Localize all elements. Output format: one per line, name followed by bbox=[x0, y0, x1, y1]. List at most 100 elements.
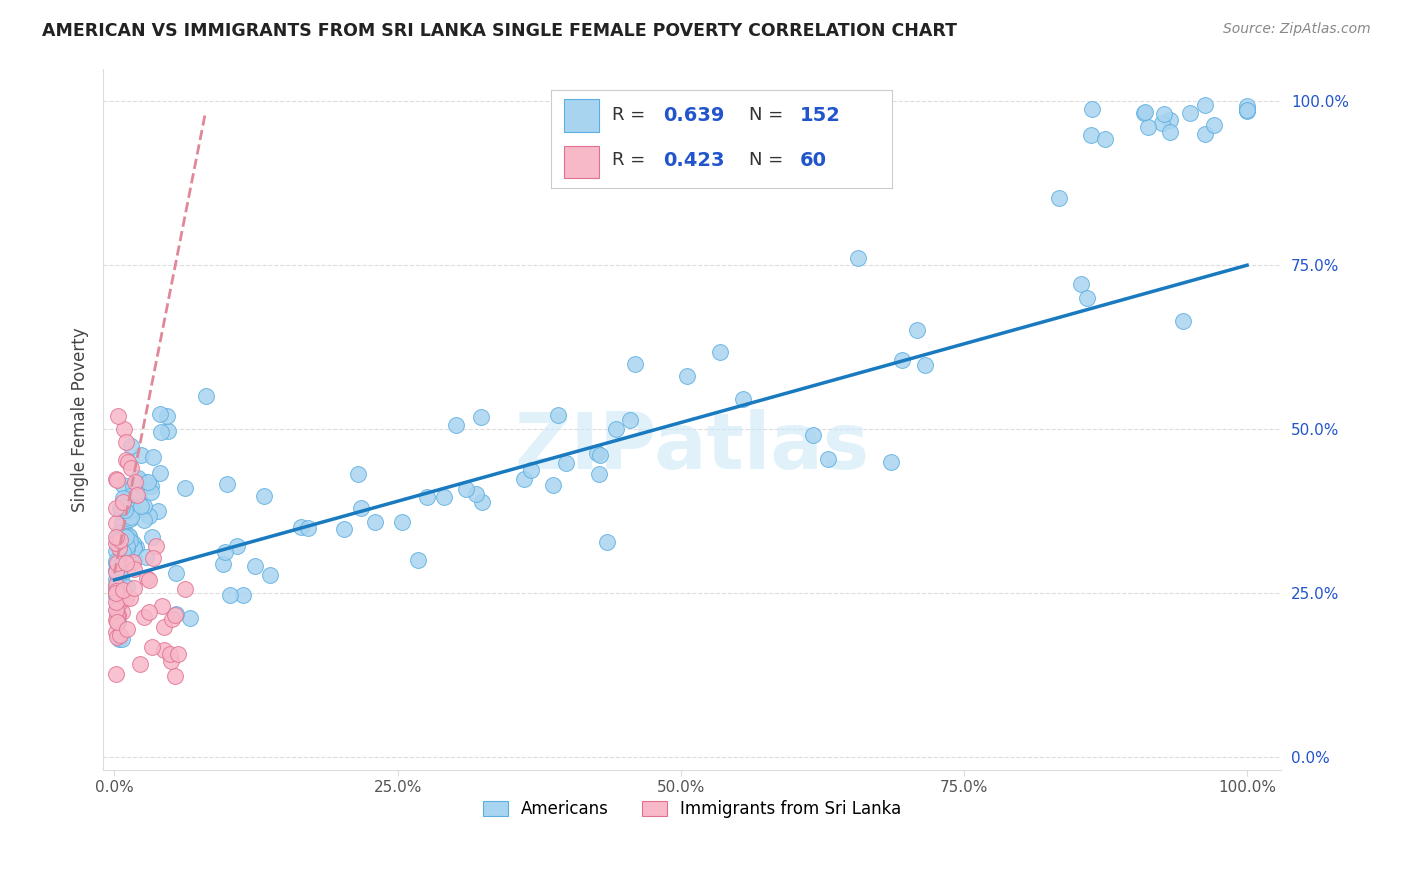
Point bbox=[124, 475, 146, 489]
Point bbox=[104, 565, 127, 579]
Point bbox=[129, 657, 152, 671]
Point bbox=[135, 549, 157, 564]
Point bbox=[134, 500, 156, 514]
Point bbox=[914, 358, 936, 372]
Point bbox=[1136, 120, 1159, 135]
Point bbox=[350, 500, 373, 515]
Point bbox=[112, 422, 135, 436]
Point bbox=[121, 536, 143, 550]
Point bbox=[141, 485, 163, 500]
Point bbox=[541, 477, 564, 491]
Point bbox=[709, 345, 731, 359]
Point bbox=[1236, 103, 1258, 117]
Point bbox=[150, 599, 173, 613]
Point bbox=[259, 568, 281, 582]
Point bbox=[111, 500, 134, 515]
Point bbox=[138, 508, 160, 523]
Point bbox=[108, 632, 131, 646]
Point bbox=[108, 533, 131, 548]
Point bbox=[111, 495, 134, 509]
Point bbox=[444, 417, 467, 432]
Point bbox=[586, 446, 609, 460]
Point bbox=[104, 578, 127, 592]
Point bbox=[120, 439, 142, 453]
Point bbox=[471, 495, 494, 509]
Point bbox=[122, 555, 145, 569]
Point bbox=[118, 529, 141, 543]
Legend: Americans, Immigrants from Sri Lanka: Americans, Immigrants from Sri Lanka bbox=[475, 794, 908, 825]
Point bbox=[112, 529, 135, 543]
Point bbox=[297, 521, 319, 535]
Point bbox=[1047, 191, 1070, 205]
Point bbox=[1236, 99, 1258, 113]
Point bbox=[105, 630, 128, 644]
Point bbox=[115, 542, 138, 557]
Point bbox=[215, 477, 238, 491]
Point bbox=[120, 591, 142, 605]
Point bbox=[619, 413, 641, 427]
Point bbox=[122, 581, 145, 595]
Point bbox=[1094, 132, 1116, 146]
Point bbox=[104, 667, 127, 681]
Point bbox=[219, 588, 242, 602]
Point bbox=[226, 539, 249, 553]
Point bbox=[801, 427, 824, 442]
Point bbox=[129, 448, 152, 462]
Point bbox=[554, 456, 576, 470]
Point bbox=[107, 608, 129, 623]
Point bbox=[104, 583, 127, 598]
Point bbox=[124, 540, 146, 554]
Point bbox=[1159, 112, 1181, 127]
Point bbox=[120, 509, 142, 524]
Point bbox=[104, 472, 127, 486]
Point bbox=[1178, 105, 1201, 120]
Point bbox=[1171, 313, 1194, 327]
Point bbox=[112, 491, 135, 505]
Point bbox=[122, 478, 145, 492]
Point bbox=[104, 603, 127, 617]
Point bbox=[105, 533, 128, 548]
Point bbox=[1081, 102, 1104, 116]
Point bbox=[115, 497, 138, 511]
Point bbox=[1076, 291, 1098, 305]
Point bbox=[128, 487, 150, 501]
Text: ZIPatlas: ZIPatlas bbox=[515, 409, 870, 485]
Point bbox=[364, 516, 387, 530]
Point bbox=[122, 541, 145, 556]
Point bbox=[105, 580, 128, 594]
Point bbox=[588, 448, 610, 462]
Point bbox=[290, 520, 312, 534]
Point bbox=[134, 513, 156, 527]
Point bbox=[391, 515, 413, 529]
Point bbox=[124, 503, 146, 517]
Point bbox=[105, 583, 128, 598]
Point bbox=[253, 489, 276, 503]
Point bbox=[149, 407, 172, 421]
Point bbox=[105, 473, 128, 487]
Point bbox=[124, 542, 146, 557]
Point bbox=[165, 566, 187, 580]
Point bbox=[110, 561, 132, 575]
Point bbox=[104, 624, 127, 639]
Point bbox=[115, 591, 138, 606]
Point bbox=[141, 530, 163, 544]
Point bbox=[1236, 104, 1258, 119]
Point bbox=[120, 500, 142, 515]
Point bbox=[152, 643, 174, 657]
Point bbox=[136, 475, 159, 490]
Point bbox=[1236, 103, 1258, 118]
Point bbox=[1070, 277, 1092, 291]
Text: Source: ZipAtlas.com: Source: ZipAtlas.com bbox=[1223, 22, 1371, 37]
Point bbox=[141, 640, 163, 654]
Point bbox=[122, 552, 145, 566]
Point bbox=[1159, 125, 1181, 139]
Point bbox=[880, 455, 903, 469]
Point bbox=[115, 622, 138, 636]
Point bbox=[108, 596, 131, 610]
Point bbox=[470, 410, 492, 425]
Point bbox=[104, 586, 127, 600]
Point bbox=[107, 615, 129, 629]
Point bbox=[104, 501, 127, 516]
Point bbox=[104, 572, 127, 586]
Point bbox=[110, 605, 132, 619]
